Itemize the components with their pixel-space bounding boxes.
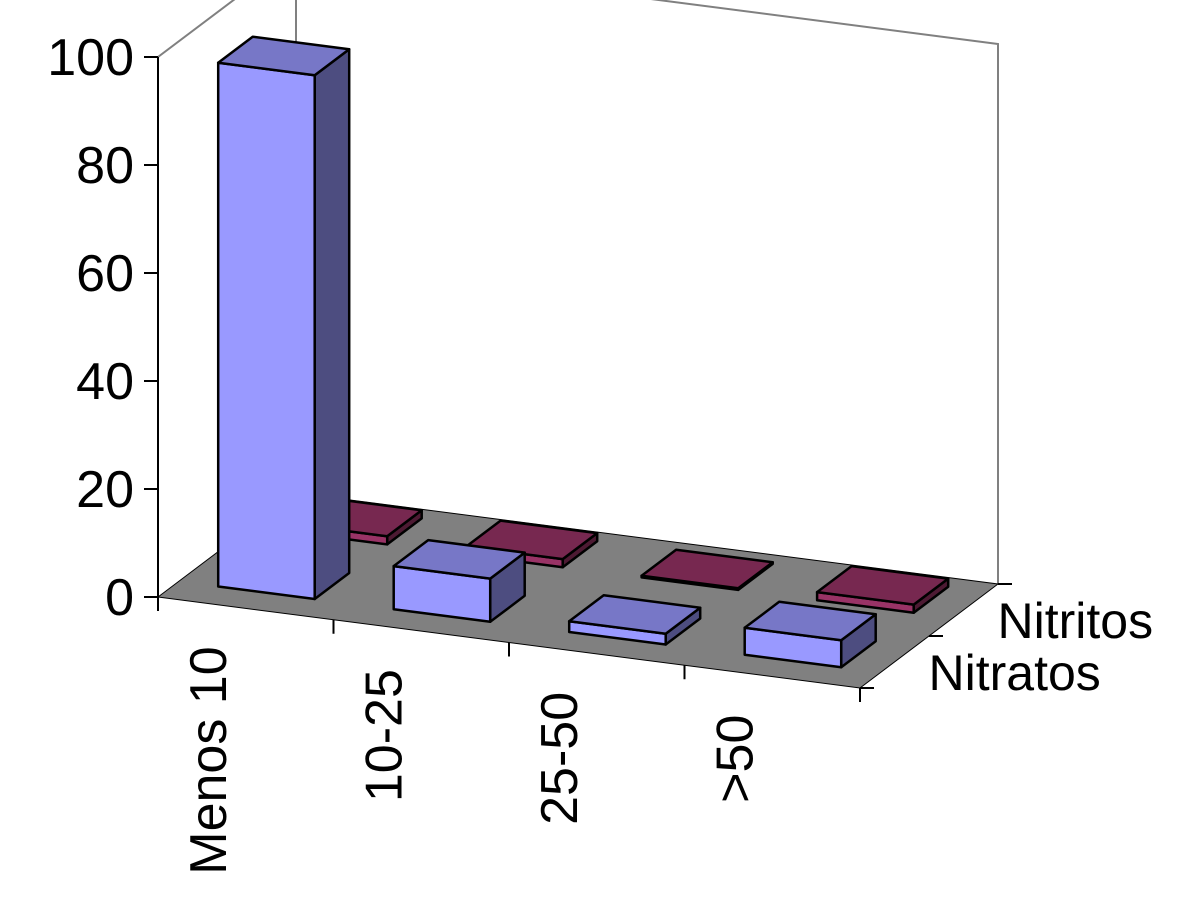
category-label: Menos 10 xyxy=(180,646,238,874)
bar xyxy=(392,538,526,624)
series-label: Nitratos xyxy=(929,645,1101,701)
bar-side-face xyxy=(313,47,351,601)
value-axis xyxy=(144,56,1012,702)
y-tick-label: 100 xyxy=(47,29,134,87)
category-label: 10-25 xyxy=(355,669,413,802)
axis-labels: 0 20 40 60 80 100 Menos 10 10-25 25-50 >50 Nitrato… xyxy=(47,29,1153,875)
bar xyxy=(640,548,774,592)
bar xyxy=(743,600,877,669)
back-wall-edge xyxy=(295,0,999,584)
bars xyxy=(216,35,950,669)
y-tick-label: 80 xyxy=(76,137,134,195)
y-tick-label: 0 xyxy=(105,569,134,627)
bar-top-face xyxy=(567,593,702,635)
bar-top-face xyxy=(640,548,774,590)
bar xyxy=(216,35,351,601)
bar xyxy=(815,564,950,614)
y-tick-label: 20 xyxy=(76,461,134,519)
bar-top-face xyxy=(743,600,877,642)
bar-front-face xyxy=(216,61,316,601)
bar xyxy=(567,593,702,646)
y-tick-label: 60 xyxy=(76,245,134,303)
category-label: >50 xyxy=(706,715,764,803)
bar-top-face xyxy=(392,538,526,580)
bar-top-face xyxy=(815,564,950,606)
series-label: Nitritos xyxy=(998,593,1154,649)
bar-top-face xyxy=(216,35,351,77)
category-label: 25-50 xyxy=(531,692,589,825)
y-tick-label: 40 xyxy=(76,353,134,411)
